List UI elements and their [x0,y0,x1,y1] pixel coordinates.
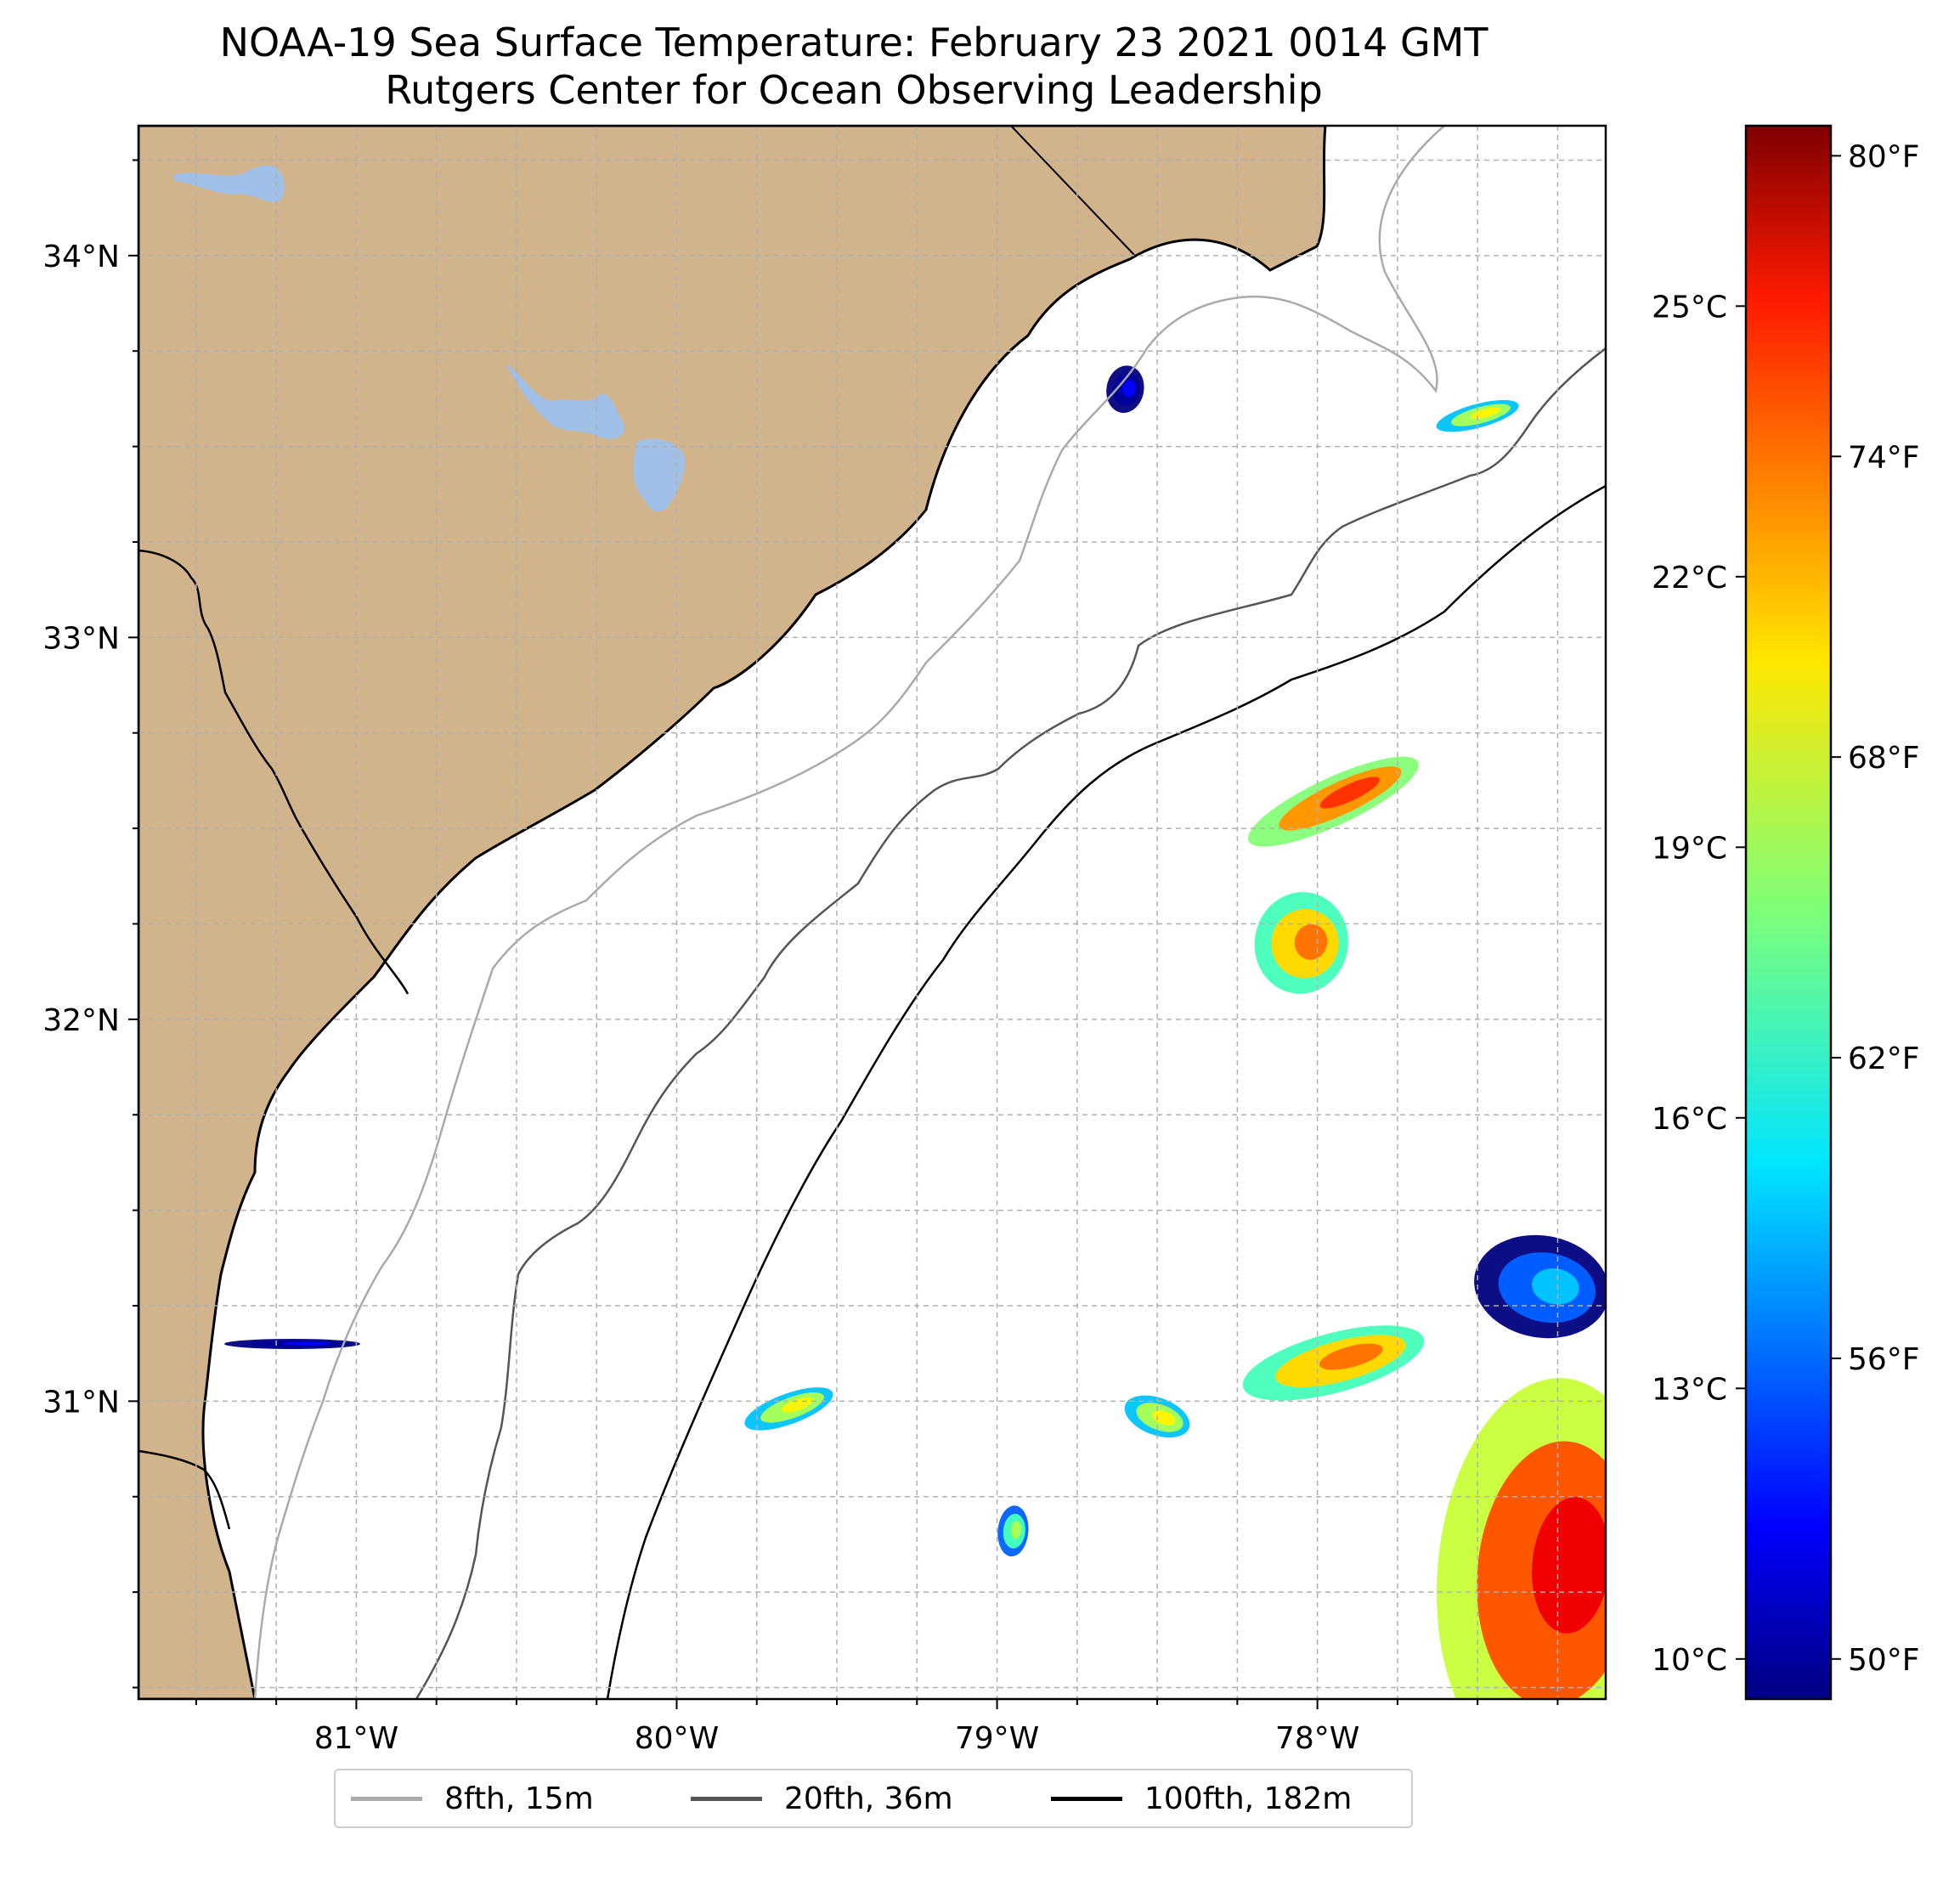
river-line [138,549,410,995]
x-tick-label: 80°W [635,1721,719,1756]
sst-core [281,1341,330,1346]
colorbar-label-f: 80°F [1848,139,1920,174]
x-tick-label: 81°W [314,1721,398,1756]
legend-label-8fth: 8fth, 15m [444,1781,594,1816]
figure-title: NOAA-19 Sea Surface Temperature: Februar… [219,20,1488,65]
colorbar-ticks: 50°F 56°F 62°F 68°F 74°F 80°F 10°C 13°C 16°C 19°C… [1652,139,1919,1677]
sst-core [1294,923,1328,960]
sst-patch-north-plume [1248,756,1419,847]
sst-layer [223,365,1606,1699]
legend-label-100fth: 100fth, 182m [1144,1781,1353,1816]
figure-subtitle: Rutgers Center for Ocean Observing Leade… [385,67,1323,113]
state-border [1010,126,1135,256]
colorbar-label-c: 22°C [1652,561,1727,596]
legend-item-8fth: 8fth, 15m [351,1770,594,1826]
colorbar-label-c: 25°C [1652,290,1727,325]
sst-patch-south-small [997,1505,1029,1557]
y-tick-label: 32°N [42,1003,120,1038]
y-tick-label: 31°N [42,1385,120,1420]
sst-core [1471,407,1500,419]
sst-patch-coastal-cold [223,1338,360,1349]
map-frame [137,124,1607,1701]
legend-swatch-100fth [1051,1796,1122,1801]
river-line-south [138,1449,231,1530]
colorbar [1744,124,1833,1701]
lake-marion [506,364,625,439]
colorbar-label-c: 13°C [1652,1372,1727,1407]
lake-moultrie [633,438,686,512]
lake-north [174,165,285,202]
sst-core [1010,1521,1022,1539]
x-tick-label: 78°W [1275,1721,1359,1756]
sst-core [1532,1268,1579,1305]
sst-core [1319,1343,1383,1370]
legend-item-20fth: 20fth, 36m [691,1770,953,1826]
gridlines [138,126,1606,1699]
sst-core [1152,1410,1176,1426]
x-tick-label: 79°W [955,1721,1039,1756]
legend-item-100fth: 100fth, 182m [1051,1770,1352,1826]
legend-label-20fth: 20fth, 36m [784,1781,953,1816]
y-tick-label: 34°N [42,240,120,274]
map-axes: 81°W 80°W 79°W 78°W 34°N 33°N 32°N 31°N [42,159,1559,1756]
isobath-8fth [253,126,1445,1699]
sst-patch-mid-plume [1254,892,1348,994]
isobath-20fth [415,347,1606,1699]
sst-core [1319,776,1380,809]
colorbar-label-f: 56°F [1848,1342,1920,1377]
colorbar-label-f: 68°F [1848,741,1920,776]
sst-patch-east-31n [1242,1325,1425,1401]
colorbar-label-f: 50°F [1848,1643,1920,1678]
colorbar-label-c: 16°C [1652,1102,1727,1137]
sst-patch-southeast-warm [1437,1378,1606,1699]
colorbar-label-c: 10°C [1652,1643,1727,1678]
colorbar-label-f: 62°F [1848,1042,1920,1076]
legend-swatch-20fth [691,1796,762,1801]
legend-swatch-8fth [351,1796,422,1801]
sst-patch-onslow-cold [1106,365,1144,414]
colorbar-label-f: 74°F [1848,440,1920,475]
land-area [138,126,1327,1699]
colorbar-label-c: 19°C [1652,831,1727,866]
sst-core [1532,1497,1606,1634]
isobath-100fth [606,484,1606,1699]
legend: 8fth, 15m 20fth, 36m 100fth, 182m [334,1769,1413,1828]
sst-core [1122,380,1136,398]
y-tick-label: 33°N [42,621,120,656]
